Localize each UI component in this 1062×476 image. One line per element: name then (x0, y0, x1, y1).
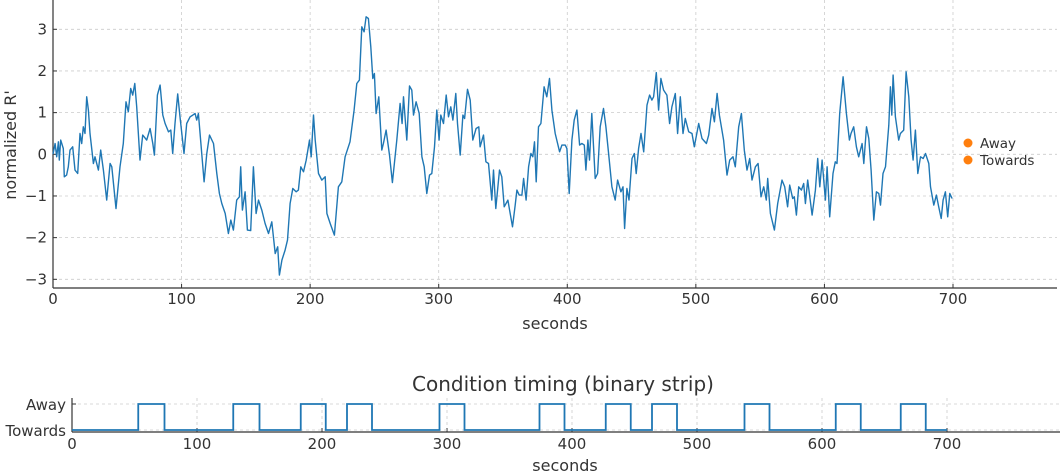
legend-label-towards: Towards (979, 153, 1034, 169)
x-tick-label: 500 (682, 290, 711, 308)
x-tick-label: 200 (296, 290, 325, 308)
x-tick-label: 100 (183, 435, 212, 453)
signal-chart: 0 100 200 300 400 500 600 700 −3 −2 −1 0 1 2 3 (25, 0, 1057, 308)
y-tick-label: 2 (37, 62, 47, 80)
signal-line (52, 16, 953, 276)
strip-ytick-towards: Towards (5, 422, 67, 440)
x-tick-label: 0 (48, 290, 58, 308)
x-tick-label: 300 (433, 435, 462, 453)
y-tick-label: −1 (25, 187, 47, 205)
x-axis-label: seconds (522, 314, 587, 333)
x-tick-label: 700 (939, 290, 968, 308)
x-tick-label: 100 (167, 290, 196, 308)
y-axis-label: normalized R' (1, 90, 20, 200)
x-tick-label: 200 (308, 435, 337, 453)
y-tick-label: 3 (37, 20, 47, 38)
y-tick-label: −3 (25, 270, 47, 288)
x-tick-label: 600 (810, 290, 839, 308)
x-tick-label: 600 (808, 435, 837, 453)
y-tick-label: 0 (37, 145, 47, 163)
condition-timing-chart: 0 100 200 300 400 500 600 700 (67, 398, 1060, 453)
x-tick-label: 0 (67, 435, 77, 453)
y-tick-label: 1 (37, 104, 47, 122)
condition-step-line (72, 403, 947, 431)
x-tick-label: 400 (553, 290, 582, 308)
x-tick-label: 700 (933, 435, 962, 453)
legend-marker-towards (963, 155, 973, 165)
x-tick-label: 500 (683, 435, 712, 453)
legend-marker-away (963, 138, 973, 148)
legend-label-away: Away (980, 136, 1016, 152)
x-tick-label: 400 (558, 435, 587, 453)
strip-ytick-away: Away (26, 396, 66, 414)
strip-x-axis-label: seconds (532, 456, 597, 475)
x-tick-label: 300 (424, 290, 453, 308)
y-tick-label: −2 (25, 229, 47, 247)
strip-title: Condition timing (binary strip) (412, 372, 714, 396)
